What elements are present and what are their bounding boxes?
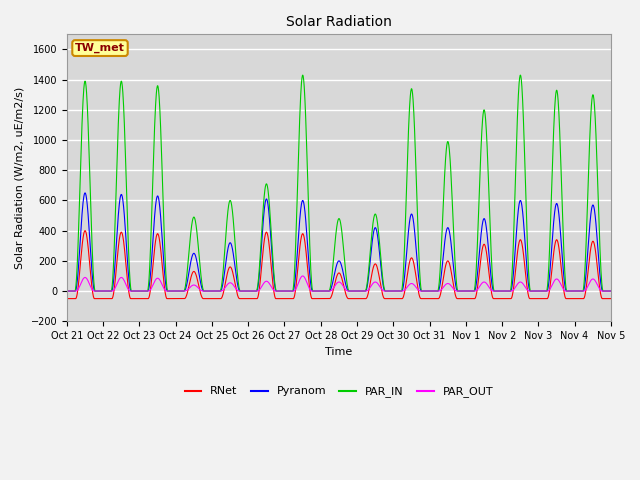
Pyranom [215,288,223,294]
PAR_OUT [497,288,505,294]
Line: RNet: RNet [67,231,611,299]
Y-axis label: Solar Radiation (W/m2, uE/m2/s): Solar Radiation (W/m2, uE/m2/s) [15,87,25,269]
PAR_OUT [574,288,582,294]
Pyranom [497,288,505,294]
Text: TW_met: TW_met [75,43,125,53]
PAR_IN [299,72,307,78]
Pyranom [63,288,71,294]
RNet [81,228,89,234]
PAR_IN [607,288,614,294]
Pyranom [607,288,614,294]
PAR_OUT [559,286,567,291]
RNet [607,296,614,301]
PAR_OUT [367,284,374,290]
PAR_IN [63,288,71,294]
Legend: RNet, Pyranom, PAR_IN, PAR_OUT: RNet, Pyranom, PAR_IN, PAR_OUT [180,382,497,402]
Line: Pyranom: Pyranom [67,193,611,291]
RNet [215,296,223,301]
Pyranom [355,288,362,294]
RNet [63,296,71,301]
RNet [497,296,505,301]
PAR_OUT [607,288,614,294]
PAR_OUT [63,288,71,294]
PAR_IN [574,288,582,294]
Pyranom [367,255,374,261]
Line: PAR_IN: PAR_IN [67,75,611,291]
Pyranom [574,288,582,294]
PAR_IN [559,225,567,230]
RNet [355,296,362,301]
X-axis label: Time: Time [325,347,353,357]
Title: Solar Radiation: Solar Radiation [286,15,392,29]
Pyranom [559,264,567,269]
PAR_IN [367,246,374,252]
PAR_OUT [299,273,307,279]
PAR_IN [355,288,362,294]
RNet [559,281,567,287]
PAR_IN [497,288,505,294]
Line: PAR_OUT: PAR_OUT [67,276,611,291]
PAR_OUT [355,288,362,294]
RNet [367,279,374,285]
PAR_OUT [215,288,223,294]
PAR_IN [215,288,223,294]
Pyranom [81,190,89,196]
RNet [574,296,582,301]
